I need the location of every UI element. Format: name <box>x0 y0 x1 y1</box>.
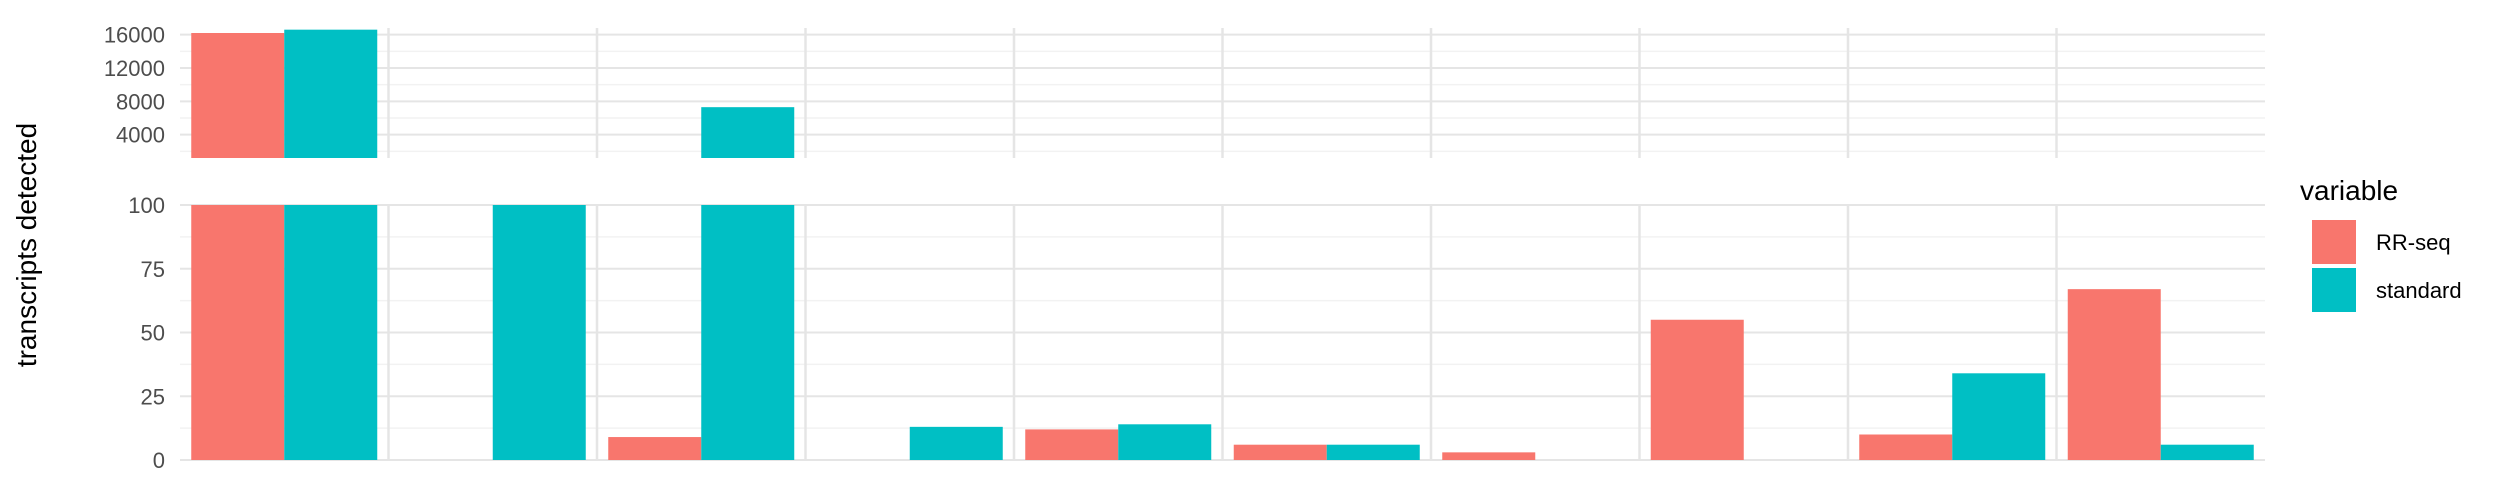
bar-upper-standard-2 <box>701 107 795 158</box>
lower-tick-label: 25 <box>141 384 165 409</box>
bar-standard-8 <box>1952 373 2046 460</box>
legend-title: variable <box>2300 175 2398 206</box>
lower-tick-labels: 0 25 50 75 100 <box>128 193 165 473</box>
bar-upper-rr-seq-0 <box>191 33 285 158</box>
bar-standard-4 <box>1118 424 1212 460</box>
upper-tick-label: 12000 <box>104 56 165 81</box>
bar-standard-9 <box>2160 444 2254 460</box>
bar-upper-standard-0 <box>284 29 378 158</box>
bars <box>191 29 2254 460</box>
upper-tick-label: 16000 <box>104 23 165 48</box>
lower-tick-label: 50 <box>141 321 165 346</box>
bar-rr-seq-8 <box>1859 434 1953 460</box>
legend-key-rr-seq <box>2312 220 2356 264</box>
legend: variable RR-seq standard <box>2300 175 2462 312</box>
y-axis-title: transcripts detected <box>11 123 42 367</box>
lower-tick-label: 75 <box>141 257 165 282</box>
bar-standard-2 <box>701 205 795 460</box>
legend-label-standard: standard <box>2376 278 2462 303</box>
bar-rr-seq-4 <box>1025 429 1119 460</box>
lower-tick-label: 100 <box>128 193 165 218</box>
bar-rr-seq-2 <box>608 437 702 460</box>
lower-tick-label: 0 <box>153 448 165 473</box>
legend-label-rr-seq: RR-seq <box>2376 230 2451 255</box>
bar-rr-seq-6 <box>1442 452 1536 460</box>
bar-rr-seq-0 <box>191 205 285 460</box>
bar-rr-seq-7 <box>1650 319 1744 460</box>
upper-tick-label: 8000 <box>116 89 165 114</box>
bar-standard-1 <box>492 205 586 460</box>
upper-grid <box>180 28 2265 158</box>
bar-rr-seq-5 <box>1233 444 1327 460</box>
bar-rr-seq-9 <box>2067 289 2161 460</box>
upper-tick-label: 4000 <box>116 123 165 148</box>
upper-tick-labels: 4000 8000 12000 16000 <box>104 23 165 148</box>
bar-standard-0 <box>284 205 378 460</box>
legend-key-standard <box>2312 268 2356 312</box>
bar-standard-5 <box>1326 444 1420 460</box>
bar-standard-3 <box>909 426 1003 460</box>
